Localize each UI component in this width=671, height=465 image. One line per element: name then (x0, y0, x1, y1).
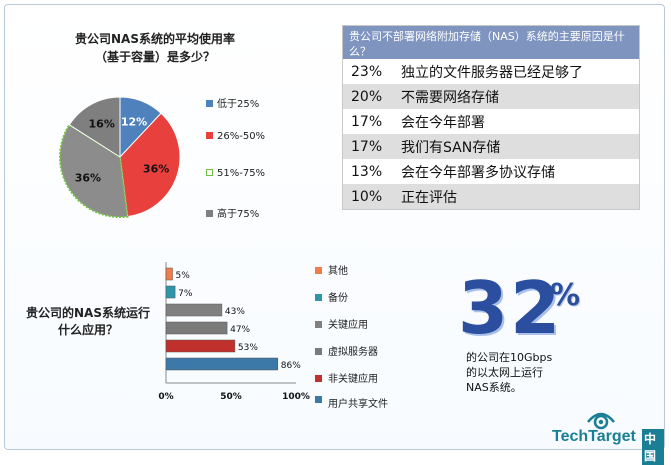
bar-legend-item: 其他 (315, 262, 348, 277)
x-tick-label: 0% (158, 392, 173, 402)
legend-swatch (206, 169, 213, 176)
reasons-rows: 23% 独立的文件服务器已经足够了 20% 不需要网络存储 17% 会在今年部署 17% 我们… (343, 59, 639, 209)
bar (165, 357, 279, 371)
reason-pct: 23% (351, 63, 383, 80)
pie-slice (59, 123, 129, 218)
logo-brand: TechTarget (552, 428, 636, 445)
reason-row: 20% 不需要网络存储 (343, 84, 639, 109)
pie-slice-label: 16% (89, 118, 115, 131)
legend-swatch (315, 396, 322, 403)
reason-text: 会在今年部署多协议存储 (401, 164, 555, 181)
stat-line2: 的以太网上运行 (466, 366, 543, 379)
bar-legend-item: 非关键应用 (315, 370, 378, 385)
techtarget-logo: TechTarget 中国 (552, 408, 664, 465)
reason-text: 不需要网络存储 (401, 89, 499, 106)
pie-legend-item: 51%-75% (206, 168, 265, 179)
bar (165, 285, 176, 299)
legend-label: 51%-75% (217, 168, 266, 179)
reasons-table: 贵公司不部署网络附加存储（NAS）系统的主要原因是什么？ 23% 独立的文件服务器… (342, 25, 640, 210)
reason-pct: 13% (351, 163, 383, 180)
reason-pct: 10% (351, 188, 383, 205)
legend-label: 关键应用 (328, 320, 368, 331)
pie-legend-item: 低于25% (206, 95, 259, 110)
bar-value-label: 86% (281, 361, 301, 371)
x-tick-label: 50% (220, 392, 242, 402)
legend-label: 非关键应用 (328, 374, 378, 385)
bar (165, 303, 223, 317)
logo-region: 中国 (642, 429, 664, 465)
x-tick-label: 100% (282, 392, 310, 402)
legend-swatch (315, 348, 322, 355)
reason-pct: 17% (351, 113, 383, 130)
legend-swatch (315, 294, 322, 301)
legend-label: 其他 (328, 266, 348, 277)
legend-swatch (315, 375, 322, 382)
legend-label: 低于25% (217, 99, 260, 110)
bar (165, 339, 236, 353)
bar-value-label: 53% (238, 343, 258, 353)
stat-line1: 的公司在10Gbps (466, 351, 553, 364)
pie-slice-label: 36% (75, 171, 101, 184)
eye-icon (587, 412, 615, 430)
pie-legend-item: 26%-50% (206, 131, 265, 142)
stat-percent-sign: % (550, 278, 581, 313)
legend-swatch (315, 321, 322, 328)
reason-row: 23% 独立的文件服务器已经足够了 (343, 59, 639, 84)
bar-legend-item: 虚拟服务器 (315, 343, 378, 358)
legend-swatch (206, 100, 213, 107)
bar-legend-item: 备份 (315, 289, 348, 304)
pie-chart: 12% 36% 36% 16% (59, 96, 181, 218)
reason-text: 我们有SAN存储 (401, 139, 501, 156)
legend-swatch (315, 267, 322, 274)
bar (165, 267, 173, 281)
pie-chart-title: 贵公司NAS系统的平均使用率 （基于容量）是多少？ (40, 30, 270, 66)
pie-slice (68, 96, 121, 158)
stat-number: 32 (458, 266, 563, 350)
reasons-header: 贵公司不部署网络附加存储（NAS）系统的主要原因是什么？ (343, 26, 639, 59)
legend-label: 备份 (328, 293, 348, 304)
reason-row: 13% 会在今年部署多协议存储 (343, 159, 639, 184)
bar-question-line2: 什么应用？ (57, 323, 118, 337)
reason-text: 独立的文件服务器已经足够了 (401, 64, 583, 81)
pie-slice-label: 36% (143, 163, 169, 176)
bar-value-label: 5% (176, 271, 191, 281)
legend-label: 用户共享文件 (328, 399, 388, 410)
legend-label: 虚拟服务器 (328, 347, 378, 358)
bar (165, 321, 228, 335)
pie-legend-item: 高于75% (206, 205, 259, 220)
reason-text: 会在今年部署 (401, 114, 485, 131)
bar-chart: 5% 7% 43% 47% 53% 86% 0% 50% 100% (158, 262, 310, 402)
stat-line3: NAS系统。 (466, 381, 522, 394)
legend-label: 高于75% (217, 209, 260, 220)
pie-title-line2: （基于容量）是多少？ (94, 50, 215, 64)
bar-question-line1: 贵公司的NAS系统运行 (26, 306, 150, 320)
bar-value-label: 47% (230, 325, 250, 335)
bar-chart-question: 贵公司的NAS系统运行 什么应用？ (18, 305, 158, 339)
bar-value-label: 43% (225, 307, 245, 317)
reason-row: 10% 正在评估 (343, 184, 639, 209)
bar-legend-item: 关键应用 (315, 316, 368, 331)
reason-text: 正在评估 (401, 189, 457, 206)
pie-title-line1: 贵公司NAS系统的平均使用率 (75, 32, 235, 46)
legend-swatch (206, 132, 213, 139)
reason-pct: 17% (351, 138, 383, 155)
bar-value-label: 7% (178, 289, 193, 299)
pie-slice (119, 112, 181, 218)
legend-label: 26%-50% (217, 131, 266, 142)
stat-description: 的公司在10Gbps 的以太网上运行 NAS系统。 (466, 350, 606, 395)
reason-row: 17% 会在今年部署 (343, 109, 639, 134)
legend-swatch (206, 210, 213, 217)
reason-pct: 20% (351, 88, 383, 105)
reason-row: 17% 我们有SAN存储 (343, 134, 639, 159)
bar-legend-item: 用户共享文件 (315, 395, 388, 410)
pie-slice-label: 12% (121, 116, 147, 129)
